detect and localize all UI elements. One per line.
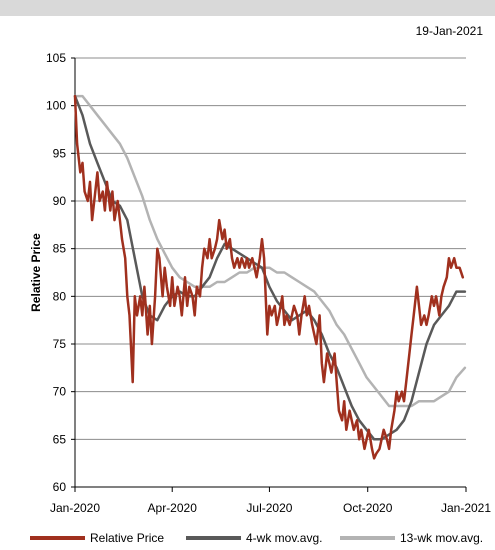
legend-label: 4-wk mov.avg. xyxy=(246,531,322,545)
y-tick-label: 100 xyxy=(46,99,66,113)
y-tick-label: 105 xyxy=(46,51,66,65)
y-tick-label: 80 xyxy=(53,289,67,303)
x-tick-label: Jan-2021 xyxy=(441,501,491,515)
x-tick-label: Apr-2020 xyxy=(148,501,198,515)
axes: 60 65 70 75 80 85 90 95 100 105 Jan-2020 Apr-2020 Ju… xyxy=(29,51,491,515)
top-band xyxy=(0,0,495,16)
y-tick-label: 70 xyxy=(53,385,67,399)
series-line-relative-price xyxy=(73,94,465,460)
y-tick-label: 90 xyxy=(53,194,67,208)
legend: Relative Price 4-wk mov.avg. 13-wk mov.avg… xyxy=(30,531,483,545)
legend-label: Relative Price xyxy=(90,531,164,545)
y-axis-label: Relative Price xyxy=(29,233,43,312)
y-tick-label: 60 xyxy=(53,480,67,494)
legend-label: 13-wk mov.avg. xyxy=(400,531,483,545)
y-tick-label: 95 xyxy=(53,146,67,160)
x-tick-label: Oct-2020 xyxy=(343,501,393,515)
y-tick-label: 85 xyxy=(53,242,67,256)
x-tick-label: Jan-2020 xyxy=(50,501,100,515)
series-lines xyxy=(73,94,467,460)
y-tick-label: 75 xyxy=(53,337,67,351)
series-line-4-wk-mov-avg xyxy=(73,94,467,441)
series-line-13-wk-mov-avg xyxy=(73,94,467,408)
y-tick-label: 65 xyxy=(53,432,67,446)
report-date: 19-Jan-2021 xyxy=(415,24,483,38)
x-tick-label: Jul-2020 xyxy=(246,501,292,515)
